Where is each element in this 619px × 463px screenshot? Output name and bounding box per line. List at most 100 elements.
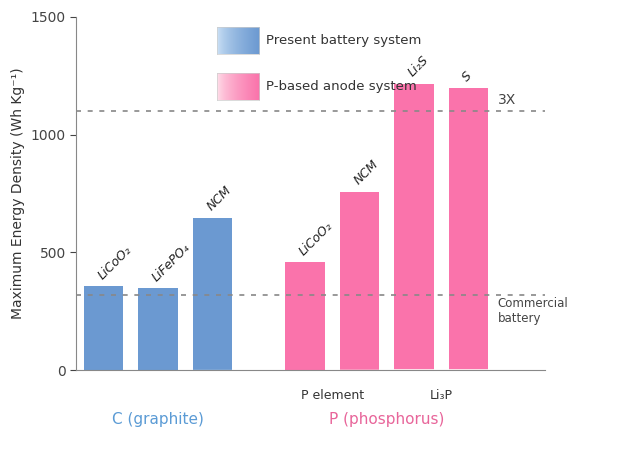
Bar <box>340 261 379 369</box>
Bar <box>449 185 488 369</box>
Bar <box>285 346 324 370</box>
Bar <box>138 309 178 370</box>
Bar <box>84 300 123 370</box>
Bar <box>394 277 433 369</box>
Bar <box>193 282 232 369</box>
Bar <box>193 324 232 370</box>
Bar <box>193 344 232 370</box>
Bar <box>193 277 232 369</box>
Bar <box>285 355 324 370</box>
Bar <box>449 130 488 369</box>
Bar <box>84 286 123 370</box>
Bar <box>340 268 379 369</box>
Bar <box>138 296 178 370</box>
Bar <box>84 294 123 370</box>
Bar <box>394 310 433 369</box>
Bar <box>340 244 379 369</box>
Bar <box>285 275 324 370</box>
Bar <box>340 329 379 369</box>
Bar <box>193 279 232 369</box>
Bar <box>193 366 232 370</box>
Bar <box>394 293 433 369</box>
Bar <box>285 269 324 369</box>
Bar <box>193 288 232 369</box>
Bar <box>193 307 232 369</box>
Bar <box>340 229 379 369</box>
Bar <box>340 352 379 370</box>
Bar <box>449 296 488 369</box>
Bar <box>84 338 123 370</box>
Bar <box>138 296 178 370</box>
Bar <box>340 332 379 369</box>
Bar <box>449 192 488 369</box>
Bar <box>340 358 379 370</box>
Bar <box>340 265 379 369</box>
Bar <box>285 314 324 370</box>
Bar <box>84 345 123 370</box>
Bar <box>285 367 324 370</box>
Bar <box>138 288 178 370</box>
Bar <box>449 363 488 369</box>
Bar <box>193 305 232 369</box>
Bar <box>394 366 433 369</box>
Bar <box>449 250 488 369</box>
Bar <box>449 106 488 369</box>
Bar <box>84 293 123 370</box>
Bar <box>138 329 178 370</box>
Bar <box>340 274 379 369</box>
Bar <box>84 305 123 370</box>
Bar <box>193 325 232 370</box>
Bar <box>84 342 123 370</box>
Bar <box>394 221 433 369</box>
Bar <box>285 352 324 370</box>
Bar <box>394 338 433 369</box>
Bar <box>285 285 324 370</box>
Bar <box>285 353 324 370</box>
Bar <box>449 161 488 369</box>
Bar <box>449 324 488 369</box>
Bar <box>394 306 433 369</box>
Bar <box>449 225 488 369</box>
Bar <box>449 338 488 369</box>
Bar <box>138 295 178 370</box>
Bar <box>84 298 123 370</box>
Bar <box>193 359 232 370</box>
Bar <box>285 340 324 370</box>
Bar <box>394 275 433 369</box>
Bar <box>340 288 379 369</box>
Bar <box>340 232 379 369</box>
Bar <box>394 273 433 369</box>
Bar <box>138 307 178 370</box>
Bar <box>394 139 433 369</box>
Bar <box>84 302 123 370</box>
Bar <box>449 367 488 369</box>
Bar <box>394 232 433 369</box>
Bar <box>285 311 324 370</box>
Bar <box>84 308 123 370</box>
Bar <box>138 331 178 370</box>
Bar <box>193 338 232 370</box>
Bar <box>340 193 379 369</box>
Bar <box>285 291 324 370</box>
Bar <box>394 155 433 369</box>
Bar <box>449 352 488 369</box>
Bar <box>84 292 123 370</box>
Bar <box>84 294 123 370</box>
Bar <box>340 352 379 370</box>
Bar <box>285 348 324 370</box>
Bar <box>340 222 379 369</box>
Bar <box>340 215 379 369</box>
Bar <box>340 241 379 369</box>
Bar <box>138 367 178 370</box>
Bar <box>285 336 324 370</box>
Bar <box>285 365 324 370</box>
Bar <box>84 347 123 370</box>
Bar <box>138 335 178 370</box>
Bar <box>285 292 324 370</box>
Bar <box>285 297 324 370</box>
Bar <box>394 89 433 369</box>
Bar <box>193 270 232 369</box>
Bar <box>285 278 324 370</box>
Bar <box>138 311 178 370</box>
Bar <box>193 340 232 370</box>
